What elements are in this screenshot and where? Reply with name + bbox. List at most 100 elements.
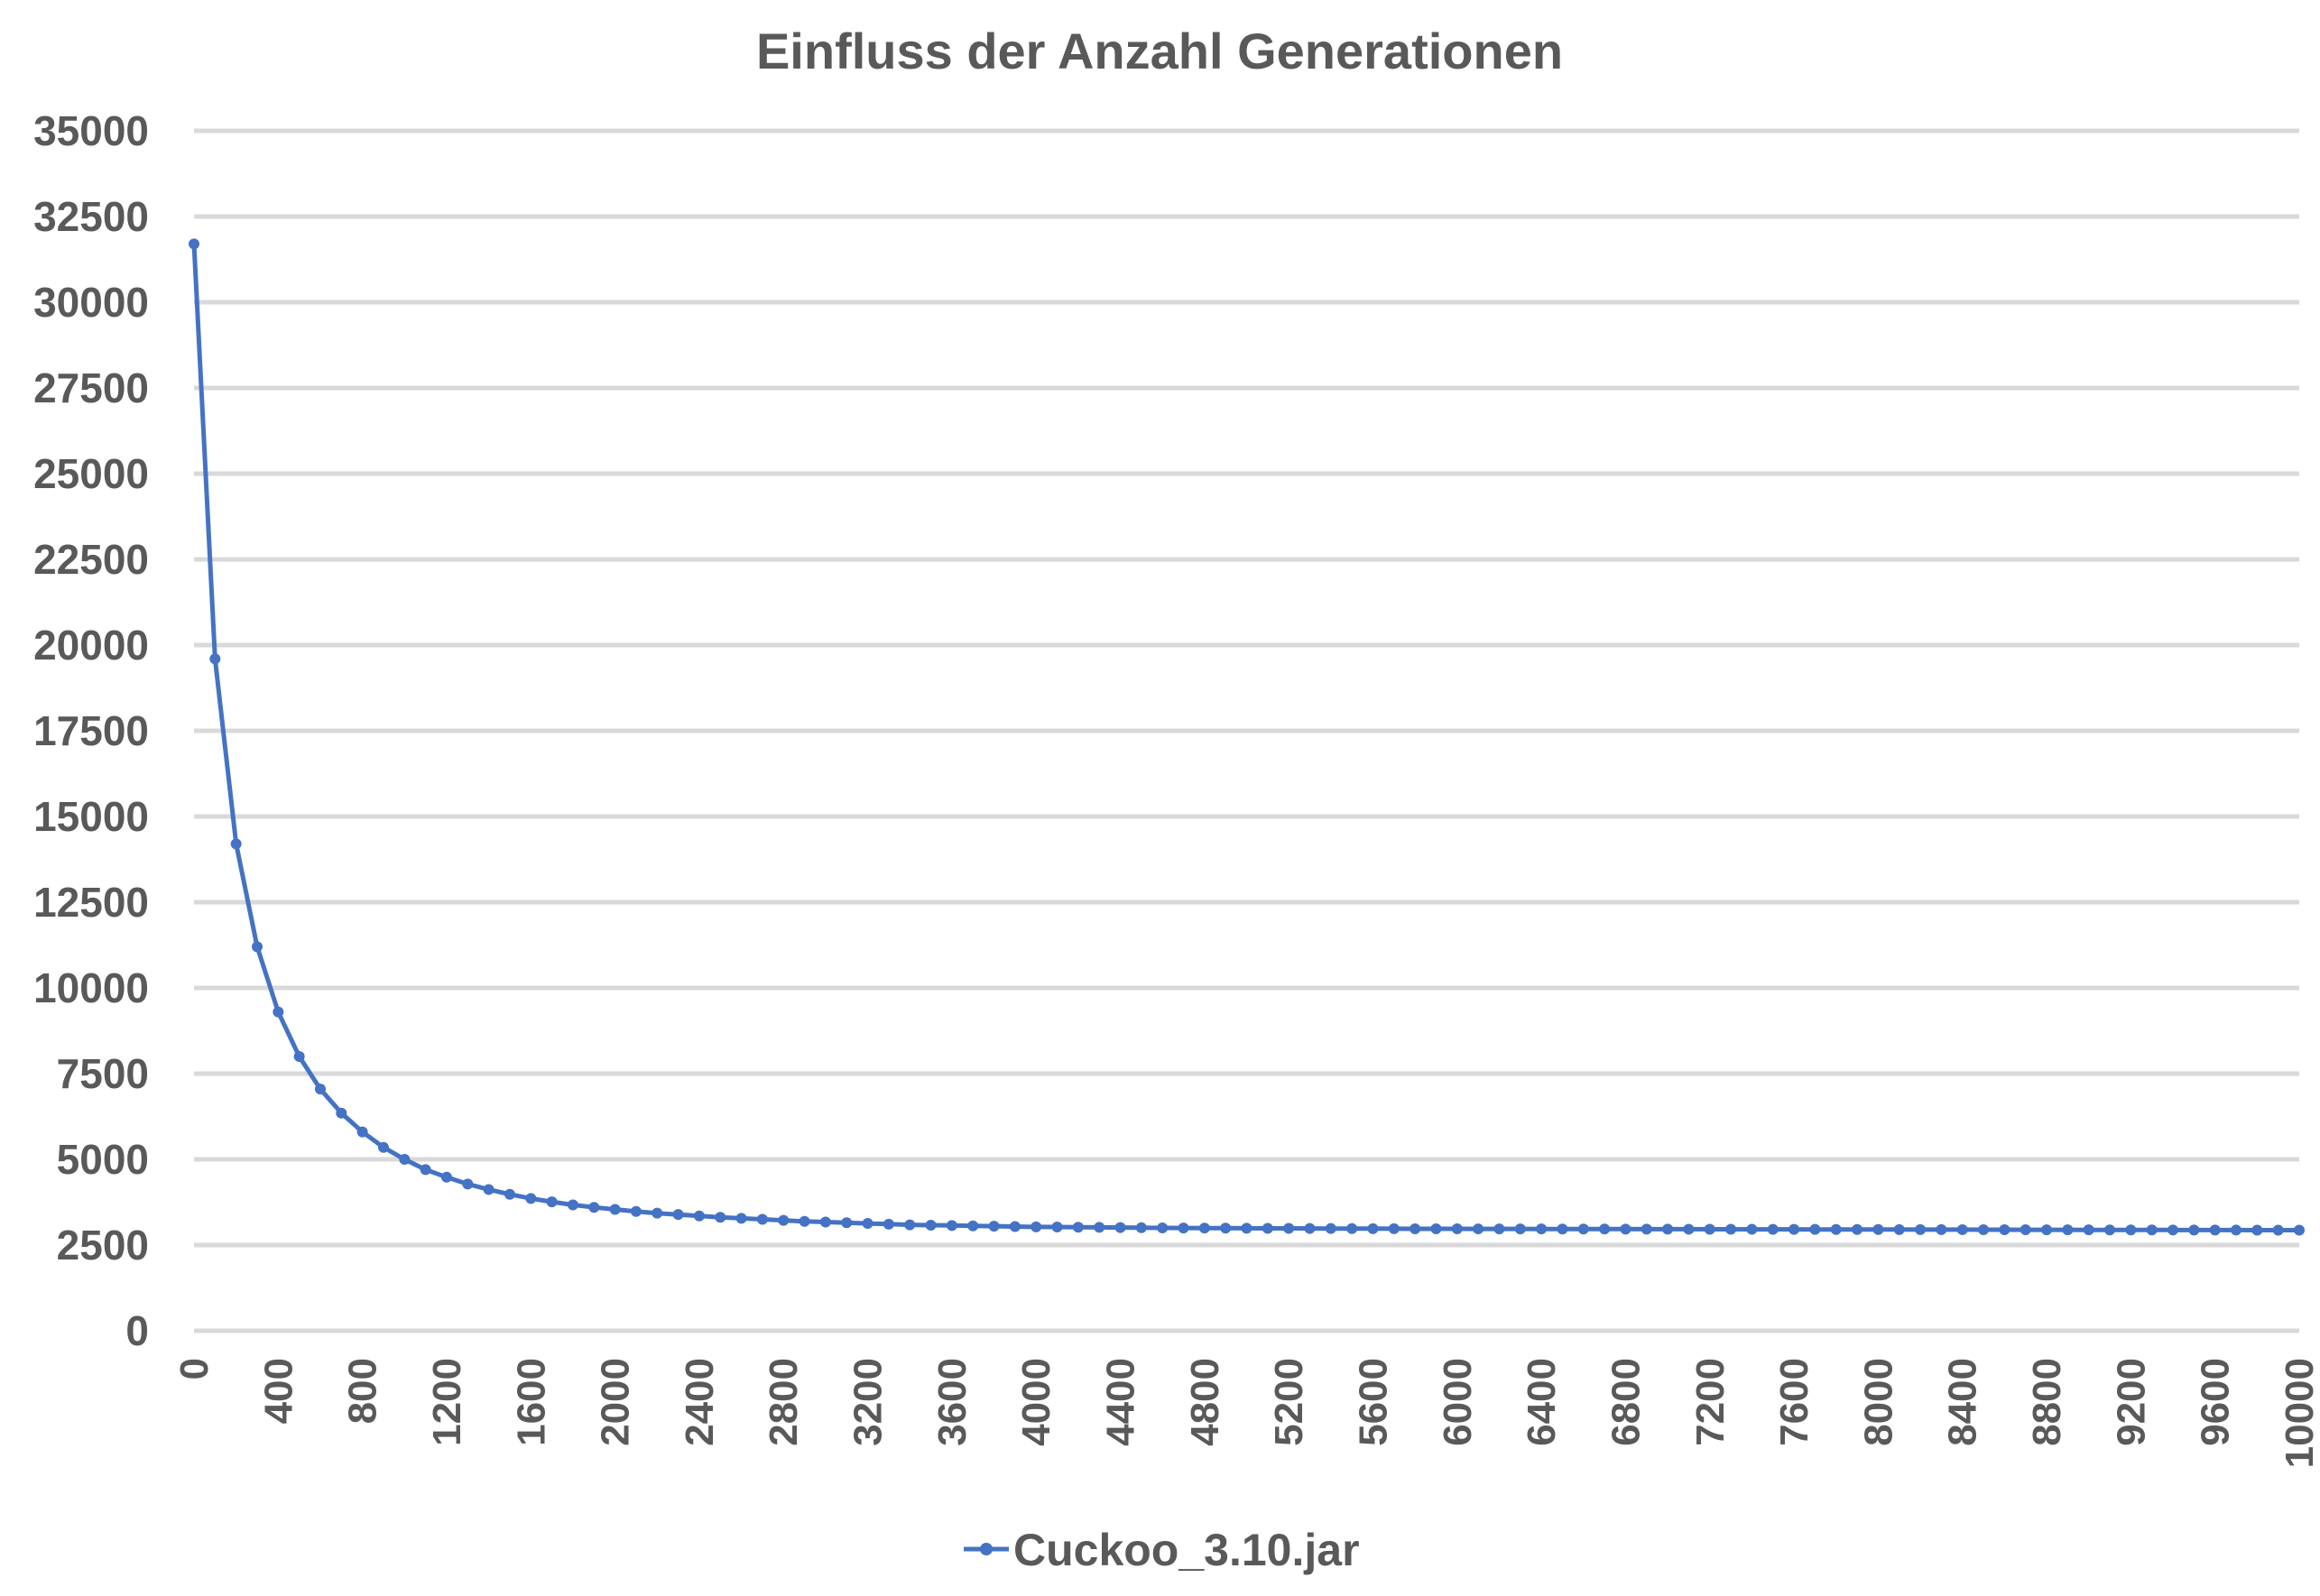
data-point — [841, 1217, 853, 1229]
data-point — [1262, 1222, 1273, 1234]
data-point — [2104, 1224, 2116, 1236]
legend-label: Cuckoo_3.10.jar — [1013, 1525, 1360, 1575]
y-tick-label: 17500 — [33, 707, 149, 754]
data-point — [420, 1164, 431, 1176]
data-point — [1536, 1223, 1548, 1235]
data-point — [273, 1006, 284, 1018]
data-point — [504, 1188, 515, 1200]
y-tick-label: 22500 — [33, 536, 149, 583]
data-point — [1325, 1222, 1336, 1234]
data-point — [946, 1220, 957, 1232]
x-tick-label: 400 — [256, 1358, 300, 1424]
legend-marker-swatch — [980, 1543, 993, 1555]
data-point — [988, 1221, 1000, 1232]
x-tick-label: 0 — [172, 1358, 217, 1379]
y-tick-label: 35000 — [33, 107, 149, 154]
x-tick-label: 3600 — [930, 1358, 975, 1446]
chart-title: Einfluss der Anzahl Generationen — [756, 23, 1563, 79]
data-point — [904, 1219, 916, 1231]
y-tick-label: 30000 — [33, 279, 149, 326]
data-point — [1704, 1223, 1715, 1235]
data-point — [1009, 1221, 1021, 1232]
x-tick-label: 5200 — [1267, 1358, 1311, 1446]
data-point — [1830, 1223, 1842, 1235]
data-point — [1767, 1223, 1779, 1235]
data-point — [1241, 1222, 1252, 1234]
y-tick-label: 5000 — [57, 1136, 149, 1183]
data-point — [630, 1205, 642, 1217]
data-point — [1936, 1223, 1947, 1235]
data-point — [1557, 1223, 1568, 1235]
data-point — [356, 1126, 368, 1138]
x-tick-label: 8400 — [1941, 1358, 1985, 1446]
x-tick-label: 8800 — [2025, 1358, 2069, 1446]
y-tick-label: 10000 — [33, 964, 149, 1011]
series-line — [191, 244, 2299, 1232]
data-point — [2125, 1224, 2137, 1236]
data-point — [230, 838, 242, 850]
x-tick-label: 4000 — [1014, 1358, 1058, 1446]
data-point — [735, 1213, 747, 1224]
data-point — [2167, 1224, 2179, 1236]
x-tick-label: 800 — [341, 1358, 385, 1424]
data-point — [1683, 1223, 1695, 1235]
x-axis-ticks: 0 400 800 1200 1600 2000 2400 2800 3200 3600 4000 4… — [172, 1358, 2320, 1468]
x-tick-label: 4400 — [1099, 1358, 1143, 1446]
y-tick-label: 15000 — [33, 793, 149, 840]
data-point — [1430, 1222, 1442, 1234]
data-point — [462, 1178, 474, 1190]
data-point — [1999, 1224, 2010, 1236]
x-tick-label: 4800 — [1183, 1358, 1227, 1446]
y-tick-label: 12500 — [33, 879, 149, 926]
x-tick-label: 9600 — [2194, 1358, 2238, 1446]
x-tick-label: 5600 — [1351, 1358, 1395, 1446]
data-point — [2231, 1224, 2242, 1236]
series-markers — [189, 238, 2305, 1236]
y-tick-label: 2500 — [57, 1222, 149, 1268]
data-point — [314, 1084, 326, 1095]
data-point — [293, 1051, 305, 1062]
x-tick-label: 10000 — [2278, 1358, 2320, 1468]
data-point — [1809, 1223, 1821, 1235]
data-point — [967, 1220, 979, 1232]
data-point — [1451, 1223, 1463, 1235]
x-tick-label: 6800 — [1604, 1358, 1648, 1446]
data-point — [1514, 1223, 1526, 1235]
data-point — [2146, 1224, 2158, 1236]
data-point — [1915, 1223, 1927, 1235]
data-point — [1220, 1222, 1232, 1234]
x-tick-label: 1200 — [425, 1358, 469, 1446]
y-tick-label: 20000 — [33, 622, 149, 669]
data-point — [2188, 1224, 2200, 1236]
data-point — [778, 1214, 790, 1226]
y-tick-label: 25000 — [33, 450, 149, 497]
data-point — [1157, 1222, 1169, 1233]
data-point — [440, 1171, 452, 1183]
data-point — [799, 1215, 810, 1227]
data-point — [588, 1202, 600, 1213]
data-point — [251, 941, 263, 953]
data-point — [652, 1207, 663, 1219]
data-point — [1789, 1223, 1800, 1235]
data-point — [883, 1218, 894, 1230]
data-point — [1473, 1223, 1484, 1235]
data-point — [525, 1193, 537, 1204]
x-tick-label: 3200 — [846, 1358, 891, 1446]
y-tick-label: 7500 — [57, 1050, 149, 1097]
data-point — [1872, 1223, 1884, 1235]
data-point — [2041, 1224, 2053, 1236]
x-tick-label: 6400 — [1520, 1358, 1564, 1446]
data-point — [1662, 1223, 1674, 1235]
x-tick-label: 7600 — [1772, 1358, 1816, 1446]
data-point — [1852, 1223, 1863, 1235]
y-tick-label: 32500 — [33, 193, 149, 240]
data-point — [567, 1199, 578, 1211]
x-tick-label: 1600 — [509, 1358, 553, 1446]
data-point — [1577, 1223, 1589, 1235]
data-point — [1094, 1222, 1105, 1233]
y-axis-ticks: 0 2500 5000 7500 10000 12500 15000 17500 20000 22… — [33, 107, 149, 1354]
data-point — [1620, 1223, 1631, 1235]
x-tick-label: 6000 — [1436, 1358, 1480, 1446]
data-point — [1388, 1222, 1400, 1234]
